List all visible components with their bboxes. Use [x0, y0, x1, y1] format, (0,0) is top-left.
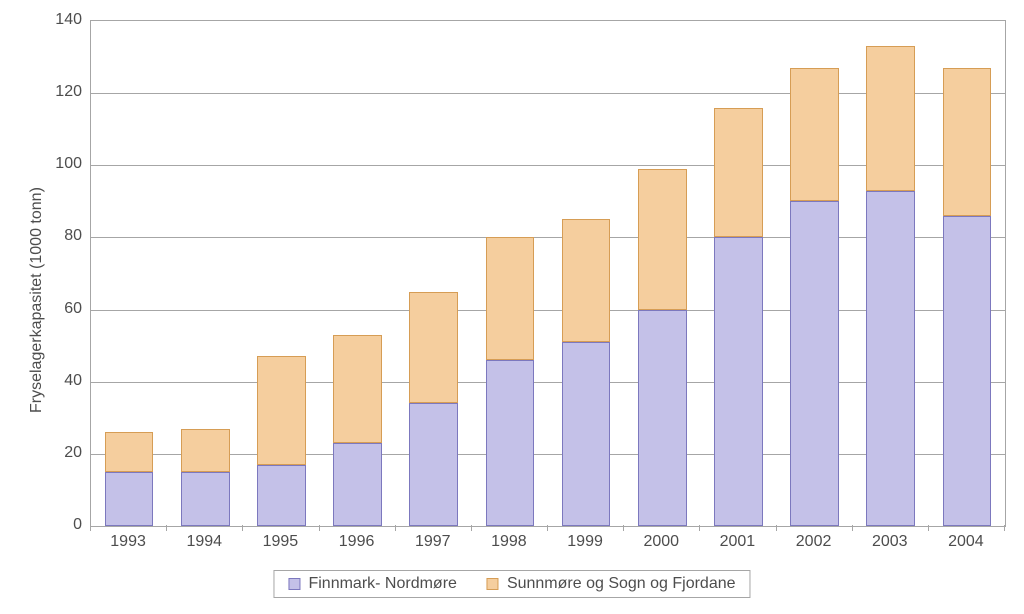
x-tick-label: 2000: [643, 533, 679, 551]
bar-segment-series-1: [714, 108, 763, 238]
bar-segment-series-1: [866, 46, 915, 190]
x-tick-mark: [547, 525, 548, 531]
plot-area: [90, 20, 1006, 527]
bar-segment-series-0: [866, 191, 915, 526]
y-tick-label: 20: [22, 444, 82, 462]
x-tick-label: 1993: [110, 533, 146, 551]
bar-segment-series-0: [562, 342, 611, 526]
y-tick-label: 140: [22, 11, 82, 29]
x-tick-label: 1995: [263, 533, 299, 551]
x-tick-mark: [852, 525, 853, 531]
bar-segment-series-1: [790, 68, 839, 201]
legend-label: Finnmark- Nordmøre: [308, 575, 456, 593]
x-tick-label: 1998: [491, 533, 527, 551]
x-tick-mark: [1004, 525, 1005, 531]
bar-segment-series-1: [562, 219, 611, 342]
x-tick-mark: [319, 525, 320, 531]
legend-label: Sunnmøre og Sogn og Fjordane: [507, 575, 736, 593]
x-tick-mark: [166, 525, 167, 531]
bar-segment-series-0: [105, 472, 154, 526]
bar-segment-series-0: [943, 216, 992, 526]
bar-segment-series-0: [638, 310, 687, 526]
bar-segment-series-1: [181, 429, 230, 472]
bar-segment-series-0: [790, 201, 839, 526]
legend-item: Sunnmøre og Sogn og Fjordane: [487, 575, 736, 593]
legend-swatch: [487, 578, 499, 590]
bar-segment-series-1: [943, 68, 992, 216]
bar-segment-series-1: [257, 356, 306, 464]
legend: Finnmark- Nordmøre Sunnmøre og Sogn og Fj…: [273, 570, 750, 598]
bar-segment-series-1: [409, 292, 458, 404]
x-tick-mark: [928, 525, 929, 531]
bar-segment-series-1: [333, 335, 382, 443]
x-tick-label: 1994: [186, 533, 222, 551]
x-tick-mark: [623, 525, 624, 531]
y-tick-label: 0: [22, 516, 82, 534]
bar-segment-series-1: [105, 432, 154, 472]
bar-segment-series-1: [486, 237, 535, 360]
bar-segment-series-1: [638, 169, 687, 310]
x-tick-mark: [242, 525, 243, 531]
legend-item: Finnmark- Nordmøre: [288, 575, 456, 593]
x-tick-label: 2003: [872, 533, 908, 551]
y-tick-label: 60: [22, 300, 82, 318]
x-tick-label: 2004: [948, 533, 984, 551]
bar-segment-series-0: [409, 403, 458, 526]
bar-segment-series-0: [181, 472, 230, 526]
x-tick-mark: [471, 525, 472, 531]
chart-container: Fryselagerkapasitet (1000 tonn) Finnmark…: [0, 0, 1024, 614]
legend-swatch: [288, 578, 300, 590]
x-tick-mark: [90, 525, 91, 531]
y-tick-label: 40: [22, 372, 82, 390]
y-tick-label: 120: [22, 83, 82, 101]
y-tick-label: 80: [22, 227, 82, 245]
x-tick-label: 1997: [415, 533, 451, 551]
x-tick-mark: [776, 525, 777, 531]
x-tick-label: 1996: [339, 533, 375, 551]
x-tick-label: 2002: [796, 533, 832, 551]
x-tick-label: 1999: [567, 533, 603, 551]
bar-segment-series-0: [714, 237, 763, 526]
y-tick-label: 100: [22, 155, 82, 173]
bar-segment-series-0: [333, 443, 382, 526]
x-tick-mark: [699, 525, 700, 531]
x-tick-mark: [395, 525, 396, 531]
x-tick-label: 2001: [720, 533, 756, 551]
bar-segment-series-0: [486, 360, 535, 526]
bar-segment-series-0: [257, 465, 306, 526]
